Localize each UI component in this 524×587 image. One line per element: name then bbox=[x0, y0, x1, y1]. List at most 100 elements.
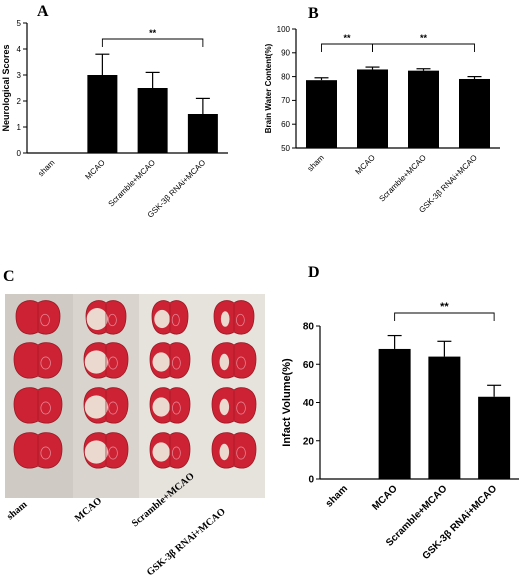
y-tick-label: 4 bbox=[17, 45, 22, 54]
chart-a: 0 1 2 3 4 5 Neurological Scores sham MCAO Scrambl… bbox=[1, 19, 228, 220]
y-tick-label: 80 bbox=[303, 322, 315, 333]
y-axis-label: Infact Volume(%) bbox=[281, 358, 293, 447]
brain-slice bbox=[151, 300, 189, 335]
significance-label: ** bbox=[343, 33, 351, 43]
panel-label-c: C bbox=[3, 268, 15, 285]
significance-label: ** bbox=[149, 28, 157, 38]
infarct-region bbox=[152, 397, 170, 417]
significance-label: ** bbox=[440, 301, 449, 313]
x-tick-label: Scramble+MCAO bbox=[377, 153, 428, 204]
x-tick-label: MCAO bbox=[370, 483, 400, 513]
significance-bracket bbox=[394, 312, 495, 321]
significance-bracket bbox=[101, 38, 204, 47]
infarct-region bbox=[86, 307, 108, 331]
ventricle bbox=[171, 356, 181, 370]
bar bbox=[459, 78, 490, 148]
brain-slice bbox=[13, 342, 63, 379]
x-tick-label: MCAO bbox=[354, 153, 377, 176]
x-tick-label: sham bbox=[36, 158, 56, 178]
ventricle bbox=[236, 446, 246, 460]
brain-slice bbox=[83, 342, 129, 379]
y-tick-label: 1 bbox=[17, 123, 22, 132]
ventricle bbox=[236, 356, 246, 370]
x-tick-label: Scramble+MCAO bbox=[107, 158, 158, 209]
y-tick-label: 20 bbox=[303, 436, 315, 447]
y-tick-label: 60 bbox=[303, 360, 315, 371]
ventricle bbox=[108, 401, 118, 415]
infarct-region bbox=[84, 395, 108, 419]
y-tick-label: 5 bbox=[17, 19, 22, 28]
significance-bracket bbox=[372, 43, 475, 52]
y-tick-label: 80 bbox=[281, 72, 290, 81]
panel-label-b: B bbox=[308, 5, 319, 22]
bar bbox=[357, 69, 388, 148]
x-tick-label: GSK-3β RNAi+MCAO bbox=[146, 158, 208, 220]
bar bbox=[87, 75, 118, 153]
y-tick-label: 90 bbox=[281, 49, 290, 58]
x-tick-label: sham bbox=[306, 153, 326, 173]
bar bbox=[378, 348, 411, 479]
brain-slice bbox=[85, 300, 127, 335]
brain-slice bbox=[211, 432, 257, 469]
y-tick-label: 50 bbox=[281, 144, 290, 153]
brain-slice bbox=[149, 342, 191, 379]
ventricle bbox=[40, 446, 51, 460]
ventricle bbox=[108, 446, 118, 460]
brain-slice bbox=[149, 387, 191, 424]
bar bbox=[428, 356, 461, 479]
infarct-region bbox=[219, 443, 230, 461]
bar bbox=[306, 80, 337, 148]
y-tick-label: 40 bbox=[303, 398, 315, 409]
y-tick-label: 3 bbox=[17, 71, 22, 80]
infarct-region bbox=[219, 398, 230, 416]
y-axis-label: Brain Water Content(%) bbox=[264, 43, 273, 133]
significance-bracket bbox=[321, 43, 373, 52]
photo-column-label: sham bbox=[5, 499, 30, 523]
bar bbox=[187, 114, 218, 153]
infarct-region bbox=[84, 350, 108, 374]
ventricle bbox=[40, 313, 50, 327]
y-axis-label: Neurological Scores bbox=[1, 44, 11, 131]
y-tick-label: 2 bbox=[17, 97, 22, 106]
x-tick-label: GSK-3β RNAi+MCAO bbox=[417, 153, 479, 215]
x-tick-label: sham bbox=[324, 483, 350, 509]
photo-column-label: MCAO bbox=[73, 495, 104, 524]
y-tick-label: 100 bbox=[277, 25, 291, 34]
panel-label-d: D bbox=[308, 264, 320, 281]
y-tick-label: 0 bbox=[17, 149, 22, 158]
bar bbox=[478, 396, 511, 479]
infarct-region bbox=[154, 309, 170, 329]
brain-slice bbox=[15, 300, 61, 335]
panel-label-a: A bbox=[37, 3, 49, 20]
photo-column-label: GSK-3β RNAi+MCAO bbox=[145, 506, 228, 578]
infarct-region bbox=[152, 442, 170, 462]
brain-slice bbox=[83, 387, 129, 424]
ventricle bbox=[108, 356, 118, 370]
significance-label: ** bbox=[420, 33, 428, 43]
infarct-region bbox=[220, 311, 230, 327]
chart-b: 50 60 70 80 90 100 Brain Water Content(%) sham M… bbox=[264, 25, 500, 215]
infarct-region bbox=[84, 440, 108, 464]
bar bbox=[408, 70, 439, 148]
ventricle bbox=[236, 401, 246, 415]
ventricle bbox=[171, 313, 180, 327]
x-tick-label: MCAO bbox=[83, 158, 106, 181]
ventricle bbox=[171, 401, 181, 415]
brain-slice bbox=[13, 387, 63, 424]
ventricle bbox=[108, 313, 117, 327]
brain-slice bbox=[213, 300, 255, 335]
ventricle bbox=[40, 401, 51, 415]
brain-slice bbox=[211, 387, 257, 424]
y-tick-label: 70 bbox=[281, 96, 290, 105]
infarct-region bbox=[219, 353, 230, 371]
brain-slice bbox=[13, 432, 63, 469]
y-tick-label: 0 bbox=[308, 475, 314, 486]
brain-slice bbox=[83, 432, 129, 469]
brain-slice bbox=[149, 432, 191, 469]
bar bbox=[137, 88, 168, 153]
y-tick-label: 60 bbox=[281, 120, 290, 129]
brain-slice bbox=[211, 342, 257, 379]
